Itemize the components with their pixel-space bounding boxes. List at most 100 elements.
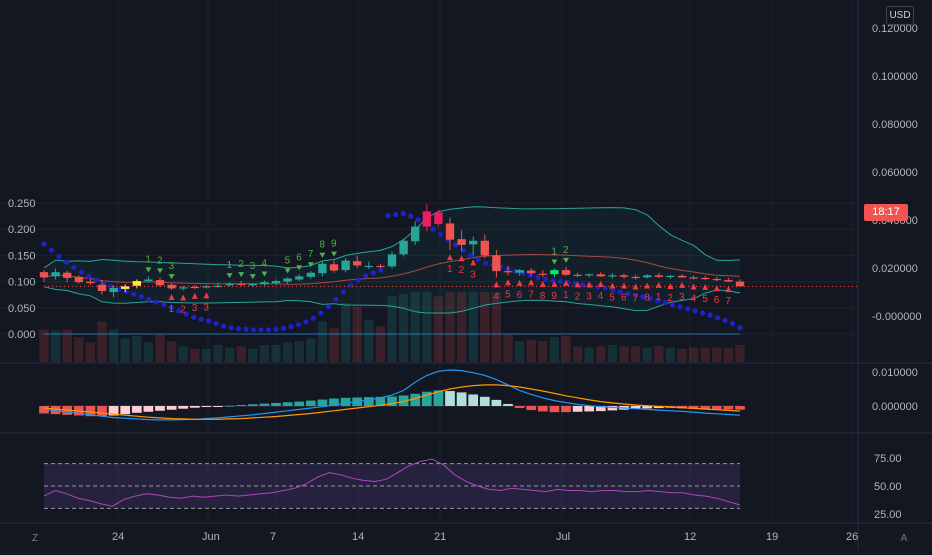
macd-histogram-bar (236, 404, 247, 406)
left-axis-tick-label: 0.000 (8, 329, 36, 341)
candle-body (550, 270, 559, 275)
right-axis-tick-label: 0.080000 (872, 119, 918, 131)
td-sell-arrow (203, 292, 210, 299)
sar-dot (707, 312, 713, 318)
sar-dot (453, 242, 459, 248)
currency-button[interactable]: USD (886, 6, 914, 25)
sar-dot (467, 252, 474, 258)
sar-dot (430, 226, 436, 232)
volume-bar (549, 337, 560, 362)
sar-dot (640, 294, 646, 300)
candle-body (283, 278, 292, 282)
left-axis-tick-label: 0.200 (8, 224, 36, 236)
right-axis-tick-label: -0.000000 (872, 311, 922, 323)
sar-dot (93, 277, 99, 283)
auto-scale-button[interactable]: A (900, 533, 908, 544)
td-sell-label: 3 (586, 291, 592, 302)
sar-dot (340, 289, 346, 295)
sar-dot (714, 315, 721, 321)
zoom-toggle-button[interactable]: Z (31, 533, 39, 544)
sar-dot (482, 260, 489, 266)
td-sell-label: 2 (667, 293, 673, 304)
td-buy-arrow (261, 271, 268, 277)
macd-histogram-bar (491, 399, 502, 406)
sar-dot (138, 294, 144, 300)
td-buy-arrow (238, 272, 245, 278)
sar-dot (348, 282, 354, 288)
candle-body (132, 281, 141, 286)
volume-bar (735, 345, 745, 362)
macd-histogram-bar (131, 406, 142, 413)
sar-dot (602, 285, 608, 291)
volume-bar (97, 321, 107, 362)
candle-body (97, 284, 107, 292)
candle-body (492, 255, 501, 272)
macd-histogram-bar (143, 406, 154, 412)
volume-bar (259, 345, 270, 362)
macd-histogram-bar (317, 399, 328, 406)
volume-bar (248, 348, 258, 362)
td-buy-arrow (226, 273, 233, 279)
td-sell-label: 6 (517, 290, 523, 301)
macd-histogram-bar (479, 396, 490, 406)
volume-bar (294, 341, 304, 362)
candle-body (167, 284, 176, 289)
candle-body (295, 276, 304, 280)
sar-dot (632, 292, 638, 298)
macd-histogram-bar (224, 405, 235, 407)
x-axis-tick-label: 7 (270, 531, 276, 543)
macd-signal-line (43, 384, 741, 420)
td-sell-arrow (725, 286, 732, 293)
candle-body (654, 275, 663, 277)
volume-bar (108, 329, 119, 362)
sar-dot (557, 279, 563, 285)
rsi-axis-tick-label: 75.00 (874, 453, 902, 465)
sar-dot (86, 273, 92, 279)
candle-body (480, 240, 489, 256)
volume-bar (677, 348, 687, 362)
candle-body (585, 274, 594, 276)
sar-dot (670, 302, 676, 308)
td-sell-arrow (539, 280, 546, 287)
sar-dot (363, 273, 369, 279)
volume-bar (480, 292, 490, 362)
sar-dot (699, 310, 706, 316)
td-sell-arrow (713, 285, 720, 292)
macd-histogram-bar (247, 404, 258, 406)
td-buy-arrow (319, 252, 326, 258)
sar-dot (610, 287, 616, 293)
sar-dot (355, 277, 361, 283)
candle-body (422, 211, 431, 227)
td-sell-arrow (516, 279, 523, 286)
volume-bar (340, 302, 351, 362)
td-sell-label: 3 (679, 292, 685, 303)
sar-dot (176, 308, 182, 314)
left-axis-tick-label: 0.250 (8, 198, 36, 210)
volume-bar (514, 341, 525, 362)
td-buy-arrow (331, 251, 337, 257)
candle-body (63, 272, 72, 278)
candle-body (538, 273, 547, 275)
candle-body (39, 272, 49, 278)
sar-dot (370, 270, 376, 276)
sar-dot (280, 325, 287, 331)
candle-body (712, 278, 721, 281)
td-buy-arrow (284, 268, 291, 274)
td-sell-arrow (528, 279, 535, 286)
candle-body (353, 261, 362, 266)
sar-dot (146, 296, 152, 303)
sar-dot (168, 305, 174, 311)
volume-bar (143, 342, 154, 362)
macd-histogram-bar (468, 394, 479, 406)
candle-body (411, 226, 420, 242)
macd-histogram-bar (271, 402, 281, 406)
macd-histogram-bar (456, 392, 467, 406)
td-sell-label: 4 (598, 291, 604, 302)
td-sell-label: 6 (621, 292, 627, 303)
volume-bar (642, 347, 652, 362)
candle-body (260, 282, 269, 285)
td-buy-label: 5 (285, 255, 291, 266)
macd-line (43, 369, 741, 421)
